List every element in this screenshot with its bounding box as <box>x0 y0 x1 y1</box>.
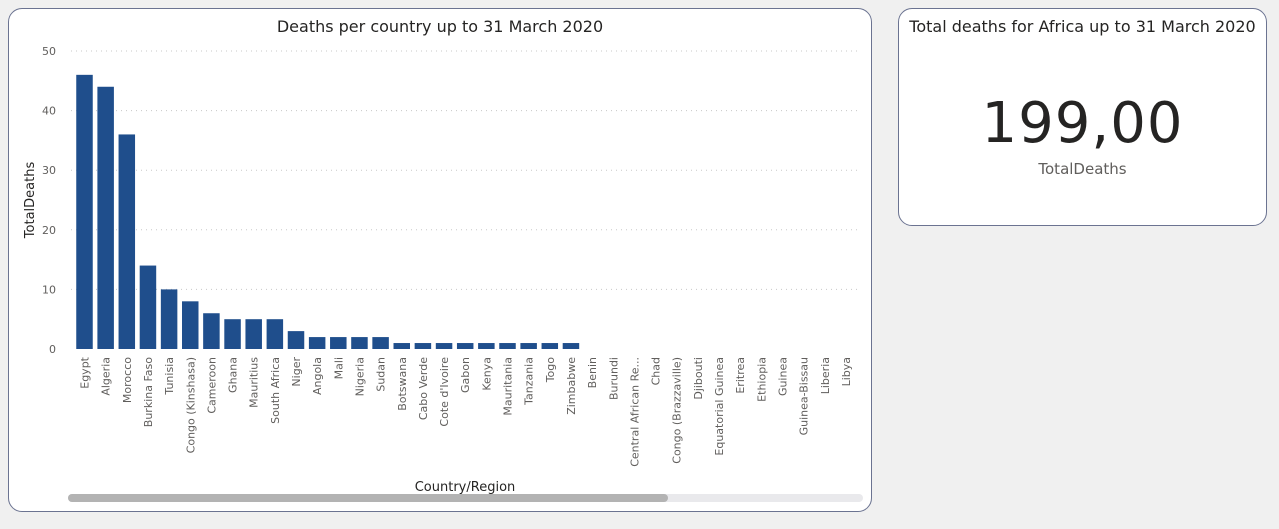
bar <box>499 343 516 349</box>
x-tick-label: Benin <box>586 357 599 388</box>
x-tick-label: Mauritania <box>502 357 515 416</box>
bar <box>414 343 432 349</box>
horizontal-scrollbar[interactable] <box>68 494 863 502</box>
x-tick-label: Cabo Verde <box>417 357 430 420</box>
x-tick-label: Burkina Faso <box>142 357 155 427</box>
x-tick-label: South Africa <box>269 357 282 424</box>
x-tick-label: Equatorial Guinea <box>713 357 726 456</box>
bar <box>330 337 347 349</box>
y-tick-label: 20 <box>42 224 56 237</box>
x-tick-label: Zimbabwe <box>565 357 578 415</box>
y-tick-label: 0 <box>49 343 56 356</box>
kpi-title: Total deaths for Africa up to 31 March 2… <box>909 17 1256 36</box>
bar <box>76 74 93 349</box>
x-tick-label: Mali <box>332 357 345 379</box>
x-tick-label: Algeria <box>100 357 113 396</box>
y-axis-title: TotalDeaths <box>23 162 38 240</box>
bar <box>266 319 284 349</box>
y-tick-label: 30 <box>42 164 56 177</box>
x-tick-label: Burundi <box>607 357 620 400</box>
x-tick-label: Guinea <box>776 357 789 396</box>
bar <box>562 343 580 349</box>
x-tick-label: Ghana <box>227 357 240 393</box>
bar <box>478 343 495 349</box>
x-tick-label: Niger <box>290 357 303 387</box>
kpi-value: 199,00 <box>981 91 1184 156</box>
bar-chart: 0 10 20 30 40 50 Egypt Algeria Morocco Burkina Fa… <box>23 45 861 495</box>
x-tick-label: Gabon <box>459 357 472 393</box>
chart-title: Deaths per country up to 31 March 2020 <box>276 17 604 36</box>
x-tick-label: Liberia <box>819 357 832 394</box>
bar <box>97 86 114 349</box>
x-tick-label: Cote d'Ivoire <box>438 357 451 427</box>
kpi-label: TotalDeaths <box>1038 160 1127 178</box>
bar <box>160 289 178 349</box>
x-tick-label: Ethiopia <box>755 357 768 402</box>
bar <box>456 343 474 349</box>
x-tick-label: Congo (Brazzaville) <box>671 357 684 464</box>
x-tick-label: Nigeria <box>353 357 366 396</box>
x-tick-label: Togo <box>544 357 557 384</box>
deaths-per-country-card: Deaths per country up to 31 March 2020 0… <box>8 8 872 512</box>
bar <box>541 343 559 349</box>
x-axis-title: Country/Region <box>415 480 516 495</box>
x-tick-label: Guinea-Bissau <box>798 357 811 435</box>
bar <box>372 337 389 349</box>
x-tick-label: Tunisia <box>163 357 176 396</box>
x-tick-label: Tanzania <box>523 357 536 406</box>
bar <box>393 343 410 349</box>
bar <box>139 265 157 349</box>
bar <box>520 343 537 349</box>
y-tick-label: 40 <box>42 105 56 118</box>
x-tick-label: Mauritius <box>248 357 261 408</box>
bar <box>435 343 453 349</box>
x-tick-label: Djibouti <box>692 357 705 400</box>
x-tick-label: Chad <box>650 357 663 385</box>
y-tick-label: 50 <box>42 45 56 58</box>
x-tick-label: Cameroon <box>205 357 218 414</box>
x-tick-label: Congo (Kinshasa) <box>184 357 197 453</box>
x-tick-label: Morocco <box>121 357 134 403</box>
bar <box>351 337 368 349</box>
total-deaths-card: Total deaths for Africa up to 31 March 2… <box>898 8 1267 226</box>
x-tick-label: Kenya <box>480 357 493 391</box>
x-tick-label: Central African Re... <box>628 357 641 467</box>
bar <box>118 134 136 349</box>
x-tick-label: Egypt <box>79 356 92 388</box>
bar <box>287 331 305 349</box>
bar <box>182 301 199 349</box>
x-tick-label: Libya <box>840 357 853 386</box>
y-tick-label: 10 <box>42 283 56 296</box>
x-tick-label: Eritrea <box>734 357 747 394</box>
bar <box>245 319 262 349</box>
scrollbar-thumb[interactable] <box>68 494 668 502</box>
bar <box>224 319 241 349</box>
x-tick-label: Botswana <box>396 357 409 411</box>
bar <box>308 337 326 349</box>
bar <box>203 313 220 349</box>
x-tick-label: Sudan <box>375 357 388 392</box>
x-tick-label: Angola <box>311 357 324 395</box>
